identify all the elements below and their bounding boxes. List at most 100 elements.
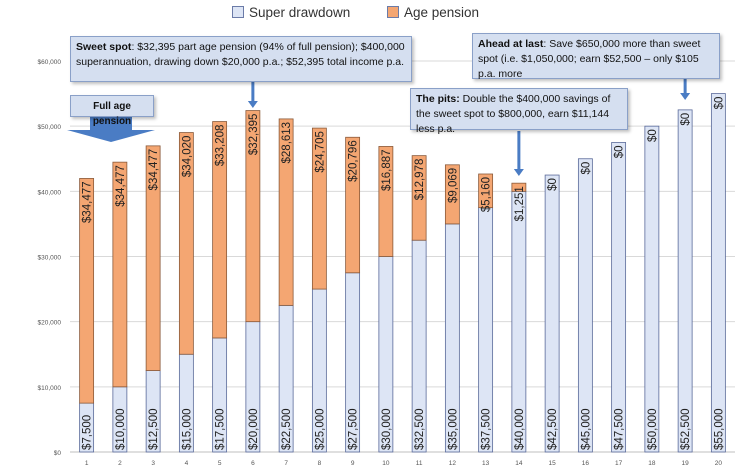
data-label-super: $7,500: [82, 415, 94, 450]
data-label-super: $32,500: [414, 408, 426, 450]
data-label-super: $17,500: [215, 408, 227, 450]
bar-super-drawdown: [677, 109, 693, 453]
data-label-super: $35,000: [447, 408, 459, 450]
arrow-pits-head: [513, 169, 524, 176]
arrow-sweet-spot-head: [247, 101, 258, 108]
data-label-pension: $32,395: [248, 114, 260, 156]
legend-swatch-pension: [387, 6, 399, 18]
callout-full-pension-text: Full age pension: [92, 101, 132, 127]
x-tick-label: 12: [449, 460, 457, 467]
x-tick-label: 17: [615, 460, 623, 467]
x-tick-label: 1: [85, 460, 89, 467]
data-label-super: $25,000: [314, 408, 326, 450]
data-label-pension: $0: [614, 145, 626, 158]
bar-age-pension: [311, 127, 327, 290]
data-label-super: $50,000: [647, 408, 659, 450]
data-label-super: $12,500: [148, 408, 160, 450]
x-tick-label: 9: [351, 460, 355, 467]
bar-super-drawdown: [710, 93, 726, 453]
data-label-pension: $5,160: [481, 177, 493, 212]
bar-super-drawdown: [644, 125, 660, 453]
bar-super-drawdown: [544, 174, 560, 453]
bar-age-pension: [212, 121, 228, 339]
y-tick-label: $20,000: [38, 320, 62, 327]
data-label-pension: $0: [580, 162, 592, 175]
x-tick-label: 4: [185, 460, 189, 467]
callout-ahead-text: : Save $650,000 more than sweet spot (i.…: [478, 38, 701, 80]
bar-age-pension: [345, 136, 361, 274]
x-tick-label: 3: [151, 460, 155, 467]
bar-age-pension: [79, 178, 95, 404]
data-label-super: $55,000: [713, 408, 725, 450]
data-label-super: $47,500: [614, 408, 626, 450]
x-tick-label: 2: [118, 460, 122, 467]
data-label-pension: $33,208: [215, 125, 227, 167]
x-tick-label: 20: [715, 460, 723, 467]
y-axis: $0 $10,000 $20,000 $30,000 $40,000 $50,000 $60…: [38, 59, 62, 457]
y-tick-label: $30,000: [38, 255, 62, 262]
callout-sweet-spot-title: Sweet spot: [76, 41, 132, 53]
x-tick-label: 10: [382, 460, 390, 467]
bars: $7,500 $34,477 $10,000 $34,477 $12,500 $34,47…: [79, 93, 726, 453]
data-label-pension: $0: [547, 178, 559, 191]
callout-ahead: Ahead at last: Save $650,000 more than s…: [472, 33, 720, 80]
data-label-pension: $0: [713, 97, 725, 110]
x-tick-label: 13: [482, 460, 490, 467]
callout-ahead-title: Ahead at last: [478, 38, 544, 50]
bar-super-drawdown: [577, 158, 593, 453]
data-label-super: $37,500: [481, 408, 493, 450]
x-tick-label: 8: [318, 460, 322, 467]
callout-sweet-spot-text: : $32,395 part age pension (94% of full …: [76, 41, 405, 68]
bar-age-pension: [245, 110, 261, 323]
data-label-super: $10,000: [115, 408, 127, 450]
arrow-full-pension: [67, 117, 155, 142]
data-label-super: $30,000: [381, 408, 393, 450]
legend-swatch-super: [232, 6, 244, 18]
x-axis: 1 2 3 4 5 6 7 8 9 10 11 12 13 14 15 16 17 18 19 20: [70, 451, 735, 467]
arrow-ahead-head: [680, 93, 691, 100]
y-tick-label: $40,000: [38, 189, 62, 196]
bar-age-pension: [411, 155, 427, 241]
x-tick-label: 7: [284, 460, 288, 467]
data-label-pension: $24,705: [314, 131, 326, 173]
y-tick-label: $60,000: [38, 59, 62, 66]
data-label-super: $42,500: [547, 408, 559, 450]
data-label-pension: $34,477: [82, 181, 94, 223]
bar-age-pension: [145, 145, 161, 371]
y-tick-label: $10,000: [38, 385, 62, 392]
y-tick-label: $50,000: [38, 124, 62, 131]
x-tick-label: 14: [515, 460, 523, 467]
x-tick-label: 6: [251, 460, 255, 467]
callout-pits-title: The pits:: [416, 93, 460, 105]
data-label-pension: $0: [647, 129, 659, 142]
data-label-pension: $34,477: [115, 165, 127, 207]
data-label-pension: $28,613: [281, 122, 293, 164]
callout-sweet-spot: Sweet spot: $32,395 part age pension (94…: [70, 36, 412, 82]
data-label-pension: $0: [680, 113, 692, 126]
x-tick-label: 15: [549, 460, 557, 467]
data-label-pension: $20,796: [348, 140, 360, 182]
y-tick-label: $0: [54, 450, 62, 457]
callout-arrows: [67, 79, 691, 176]
data-label-pension: $12,978: [414, 159, 426, 201]
data-label-super: $27,500: [348, 408, 360, 450]
data-label-pension: $34,020: [181, 136, 193, 178]
callout-full-pension: Full age pension: [70, 95, 154, 127]
data-label-super: $45,000: [580, 408, 592, 450]
bar-age-pension: [278, 118, 294, 306]
callout-pits-text: Double the $400,000 savings of the sweet…: [416, 93, 611, 135]
data-label-super: $15,000: [181, 408, 193, 450]
x-tick-label: 16: [582, 460, 590, 467]
data-label-super: $22,500: [281, 408, 293, 450]
callout-pits: The pits: Double the $400,000 savings of…: [410, 88, 628, 135]
data-label-pension: $34,477: [148, 149, 160, 191]
bar-age-pension: [378, 146, 394, 257]
legend-item-pension: Age pension: [387, 2, 479, 22]
legend-label-super: Super drawdown: [249, 4, 351, 20]
x-tick-label: 11: [416, 460, 423, 467]
bar-age-pension: [444, 164, 460, 225]
x-tick-label: 19: [682, 460, 690, 467]
data-label-super: $20,000: [248, 408, 260, 450]
data-label-pension: $9,069: [447, 168, 459, 203]
